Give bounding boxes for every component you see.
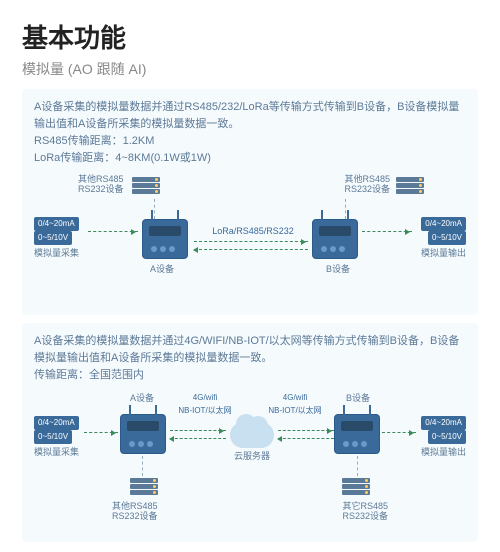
page-title: 基本功能 xyxy=(22,18,478,55)
cloud-icon xyxy=(230,422,274,448)
signal-tag-right-1b: 0/4~20mA xyxy=(421,416,466,430)
other-device-label-right: 其他RS485 RS232设备 xyxy=(344,175,390,195)
device-a-icon-2 xyxy=(120,414,166,454)
other-device-a-bottom: 其他RS485 RS232设备 xyxy=(112,502,158,522)
panel2-desc: A设备采集的模拟量数据并通过4G/WIFI/NB-IOT/以太网等传输方式传输到… xyxy=(34,333,466,384)
server-icon-a-bottom xyxy=(130,478,158,500)
diagram-2: A设备 4G/wifi NB-IOT/以太网 4G/wifi NB-IOT/以太… xyxy=(34,392,466,532)
signal-tag-left-2: 0~5/10V xyxy=(34,231,72,245)
vline-b-down xyxy=(357,456,358,476)
conn-right: 4G/wifi NB-IOT/以太网 xyxy=(260,392,330,417)
server-icon-left xyxy=(132,177,160,199)
device-a-label: A设备 xyxy=(150,263,174,277)
panel-2: A设备采集的模拟量数据并通过4G/WIFI/NB-IOT/以太网等传输方式传输到… xyxy=(22,323,478,542)
collect-label-left: 模拟量采集 xyxy=(34,247,79,261)
output-label-right: 模拟量输出 xyxy=(421,247,466,261)
panel-1: A设备采集的模拟量数据并通过RS485/232/LoRa等传输方式传输到B设备，… xyxy=(22,89,478,315)
other-device-label-left: 其他RS485 RS232设备 xyxy=(78,175,124,195)
arrow-cloud-b xyxy=(278,430,334,431)
diagram-1: 其他RS485 RS232设备 其他RS485 RS232设备 0/4~20mA… xyxy=(34,175,466,305)
other-device-b-bottom: 其它RS485 RS232设备 xyxy=(342,502,388,522)
output-label-2: 模拟量输出 xyxy=(421,446,466,460)
vline-right xyxy=(345,199,346,219)
device-b-label-2: B设备 xyxy=(346,392,370,406)
vline-left xyxy=(154,199,155,219)
arrow-out-right-2 xyxy=(382,432,416,433)
arrow-b-cloud xyxy=(278,438,334,439)
device-a-icon xyxy=(142,219,188,259)
desc-line3: LoRa传输距离：4~8KM(0.1W或1W) xyxy=(34,152,211,164)
server-icon-right xyxy=(396,177,424,199)
arrow-left xyxy=(194,249,308,250)
desc-text: A设备采集的模拟量数据并通过RS485/232/LoRa等传输方式传输到B设备，… xyxy=(34,101,459,130)
page-subtitle: 模拟量 (AO 跟随 AI) xyxy=(22,59,478,79)
panel1-desc: A设备采集的模拟量数据并通过RS485/232/LoRa等传输方式传输到B设备，… xyxy=(34,99,466,167)
signal-tag-left-2b: 0~5/10V xyxy=(34,430,72,444)
signal-tag-right-2b: 0~5/10V xyxy=(428,430,466,444)
device-b-label: B设备 xyxy=(326,263,350,277)
arrow-a-cloud xyxy=(170,430,226,431)
vline-a-down xyxy=(142,456,143,476)
cloud-label: 云服务器 xyxy=(230,450,274,464)
server-icon-b-bottom xyxy=(342,478,370,500)
arrow-cloud-a xyxy=(170,438,226,439)
device-a-label-2: A设备 xyxy=(130,392,154,406)
desc2-line2: 传输距离：全国范围内 xyxy=(34,369,144,381)
signal-tag-left-1: 0/4~20mA xyxy=(34,217,79,231)
arrow-in-left-2 xyxy=(84,432,118,433)
signal-tag-right-1: 0/4~20mA xyxy=(421,217,466,231)
collect-label-2: 模拟量采集 xyxy=(34,446,79,460)
conn-left: 4G/wifi NB-IOT/以太网 xyxy=(170,392,240,417)
arrow-out-right xyxy=(362,231,412,232)
signal-tag-left-1b: 0/4~20mA xyxy=(34,416,79,430)
device-b-icon-2 xyxy=(334,414,380,454)
device-b-icon xyxy=(312,219,358,259)
desc2-text: A设备采集的模拟量数据并通过4G/WIFI/NB-IOT/以太网等传输方式传输到… xyxy=(34,335,459,364)
signal-tag-right-2: 0~5/10V xyxy=(428,231,466,245)
arrow-in-left xyxy=(88,231,138,232)
desc-line2: RS485传输距离：1.2KM xyxy=(34,135,154,147)
connection-label: LoRa/RS485/RS232 xyxy=(198,225,308,239)
arrow-right xyxy=(194,241,308,242)
